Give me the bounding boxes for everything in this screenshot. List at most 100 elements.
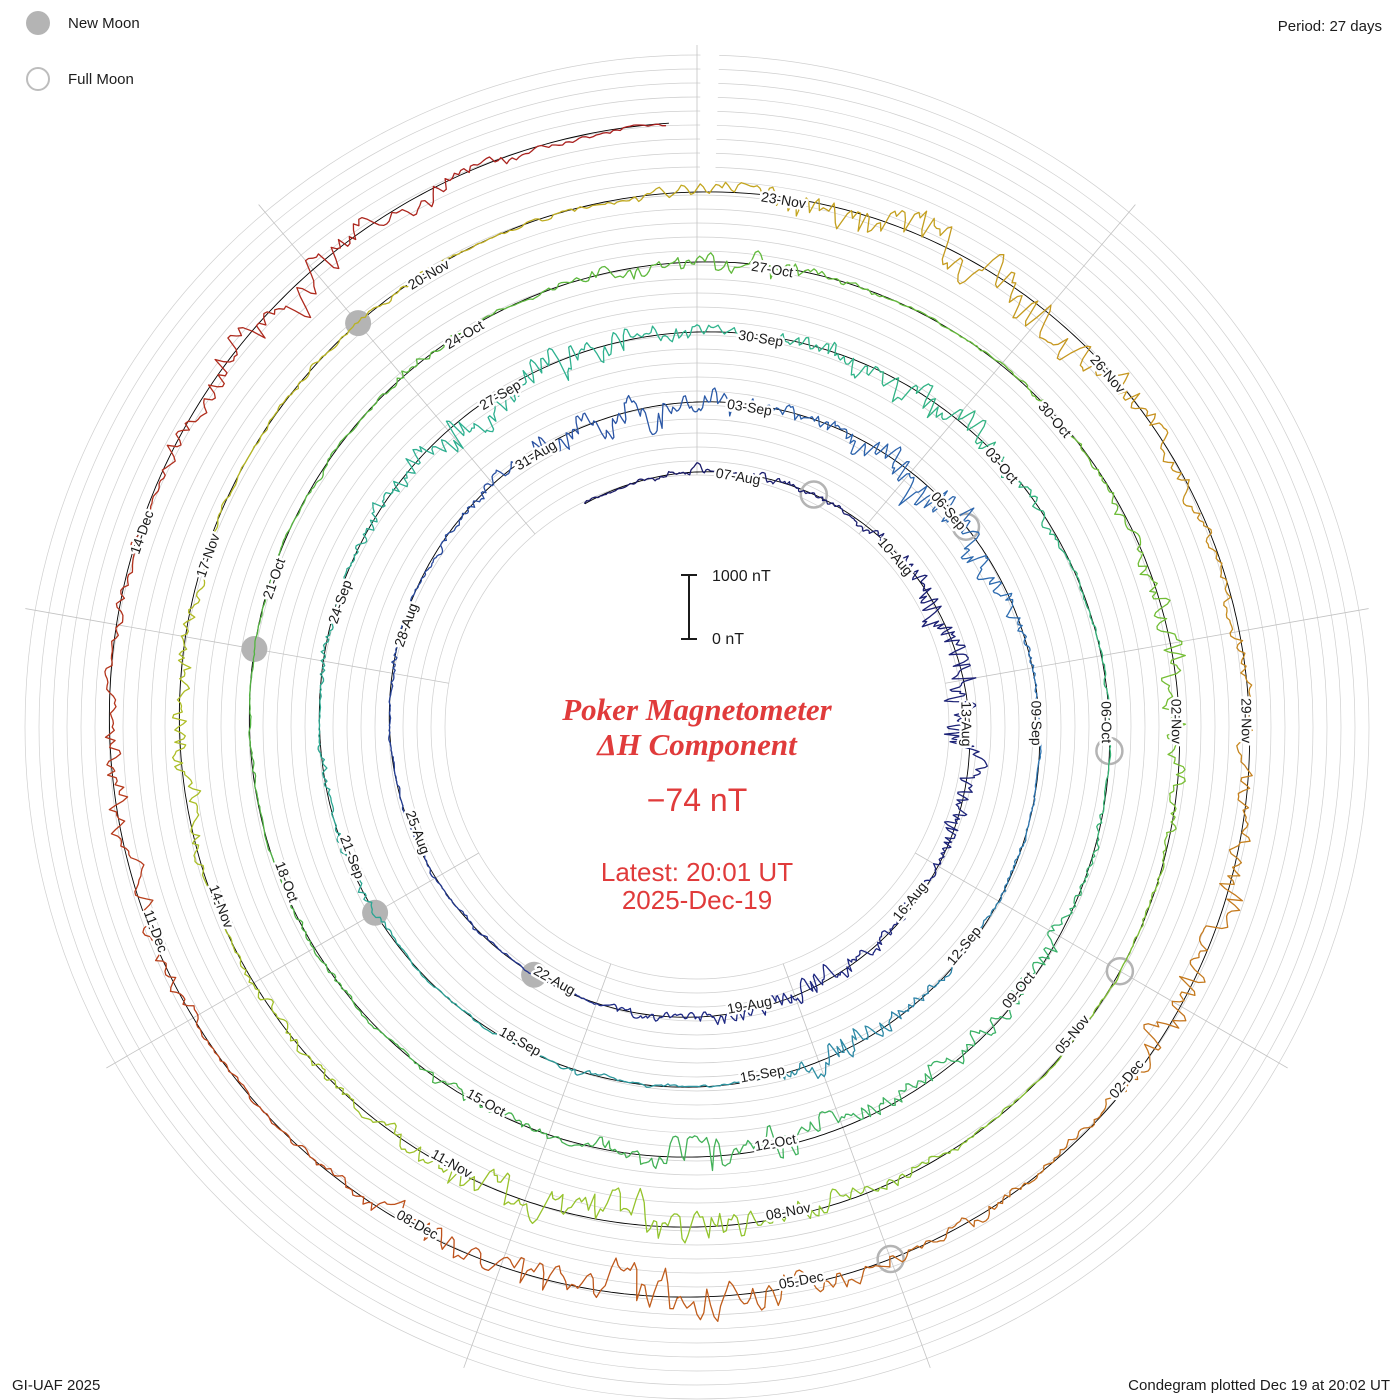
trace-segment bbox=[557, 412, 626, 452]
moon-legend: New Moon Full Moon bbox=[26, 8, 140, 120]
trace-segment bbox=[317, 748, 341, 835]
trace-segment bbox=[949, 741, 988, 806]
trace-segment bbox=[1160, 640, 1187, 756]
date-label: 06-Oct bbox=[1098, 701, 1115, 743]
trace-segment bbox=[771, 404, 847, 431]
trace-segment bbox=[1018, 486, 1072, 567]
trace-segment bbox=[967, 1064, 1056, 1140]
trace-segment bbox=[889, 1194, 1006, 1263]
trace-segment bbox=[641, 1194, 756, 1244]
trace-segment bbox=[924, 1015, 1007, 1082]
trace-segment bbox=[104, 624, 122, 762]
latest-time: Latest: 20:01 UT bbox=[600, 857, 794, 887]
trace-segment bbox=[795, 958, 853, 1005]
trace-segment bbox=[696, 324, 789, 343]
full-moon-marker bbox=[799, 480, 829, 509]
grid-spoke bbox=[25, 608, 449, 684]
trace-segment bbox=[654, 1081, 740, 1088]
trace-segment bbox=[434, 877, 480, 934]
trace-segment bbox=[274, 1124, 386, 1211]
full-moon-icon bbox=[26, 67, 50, 91]
trace-segment bbox=[494, 1033, 573, 1072]
trace-segment bbox=[458, 1087, 548, 1139]
trace-segment bbox=[217, 412, 277, 521]
trace-segment bbox=[372, 913, 429, 982]
trace-segment bbox=[1101, 654, 1112, 752]
trace-segment bbox=[861, 529, 914, 571]
trace-segment bbox=[320, 574, 346, 662]
date-label: 03-Sep bbox=[726, 396, 773, 419]
trace-segment bbox=[106, 760, 145, 896]
trace-segment bbox=[633, 1262, 766, 1323]
trace-segment bbox=[813, 492, 864, 531]
trace-segment bbox=[623, 394, 698, 436]
trace-segment bbox=[957, 409, 1022, 488]
date-label: 18-Sep bbox=[497, 1023, 544, 1059]
trace-segment bbox=[753, 1186, 866, 1227]
trace-segment bbox=[201, 874, 254, 985]
trace-segment bbox=[589, 257, 698, 280]
trace-segment bbox=[384, 1199, 505, 1272]
trace-segment bbox=[270, 853, 315, 949]
date-label: 03-Oct bbox=[982, 444, 1022, 486]
trace-segment bbox=[1070, 565, 1104, 657]
trace-segment bbox=[323, 1077, 422, 1154]
trace-segment bbox=[171, 635, 192, 759]
trace-segment bbox=[845, 428, 911, 482]
trace-segment bbox=[522, 342, 610, 385]
trace-segment bbox=[823, 1019, 893, 1078]
trace-segment bbox=[376, 1028, 461, 1089]
trace-segment bbox=[1229, 632, 1253, 760]
trace-segment bbox=[764, 1256, 891, 1308]
trace-segment bbox=[818, 202, 949, 238]
grid-spoke bbox=[945, 608, 1369, 684]
trace-segment bbox=[907, 306, 1003, 364]
trace-segment bbox=[737, 1061, 825, 1083]
date-label: 05-Nov bbox=[1052, 1012, 1093, 1057]
trace-segment bbox=[391, 602, 412, 675]
scale-bottom-label: 0 nT bbox=[712, 631, 744, 648]
period-label: Period: 27 days bbox=[1277, 18, 1382, 35]
trace-segment bbox=[417, 1146, 524, 1207]
date-label: 29-Nov bbox=[1238, 698, 1255, 743]
trace-segment bbox=[662, 1011, 732, 1026]
grid-spoke bbox=[858, 204, 1136, 535]
trace-segment bbox=[1078, 442, 1141, 537]
trace-segment bbox=[1000, 592, 1035, 669]
trace-segment bbox=[1103, 1000, 1187, 1112]
trace-segment bbox=[252, 982, 326, 1080]
trace-segment bbox=[901, 863, 937, 922]
trace-segment bbox=[943, 677, 977, 743]
trace-segment bbox=[1162, 753, 1186, 868]
trace-segment bbox=[445, 383, 526, 449]
trace-segment bbox=[180, 519, 219, 637]
latest-date: 2025-Dec-19 bbox=[621, 885, 773, 915]
trace-segment bbox=[304, 199, 435, 270]
trace-segment bbox=[251, 752, 272, 856]
new-moon-icon bbox=[26, 11, 50, 35]
trace-segment bbox=[388, 672, 395, 746]
trace-segment bbox=[850, 919, 904, 963]
trace-segment bbox=[432, 144, 560, 203]
trace-segment bbox=[876, 366, 964, 421]
trace-segment bbox=[546, 1136, 647, 1165]
date-label: 24-Oct bbox=[442, 317, 486, 352]
trace-segment bbox=[1031, 667, 1042, 748]
grid-spoke bbox=[258, 204, 536, 535]
trace-segment bbox=[745, 1110, 841, 1159]
baseline-layer bbox=[108, 122, 1251, 1298]
trace-segment bbox=[898, 473, 975, 527]
date-label: 14-Dec bbox=[127, 508, 157, 556]
date-label: 08-Dec bbox=[394, 1206, 441, 1242]
legend-row-full-moon: Full Moon bbox=[26, 64, 140, 94]
legend-row-new-moon: New Moon bbox=[26, 8, 140, 38]
new-moon-label: New Moon bbox=[68, 14, 140, 32]
trace-segment bbox=[115, 492, 157, 626]
plotted-timestamp: Condegram plotted Dec 19 at 20:02 UT bbox=[1128, 1377, 1390, 1394]
date-label: 30-Oct bbox=[1035, 398, 1075, 440]
trace-segment bbox=[1027, 746, 1042, 827]
date-label: 17-Nov bbox=[193, 531, 223, 579]
trace-segment bbox=[330, 376, 405, 456]
